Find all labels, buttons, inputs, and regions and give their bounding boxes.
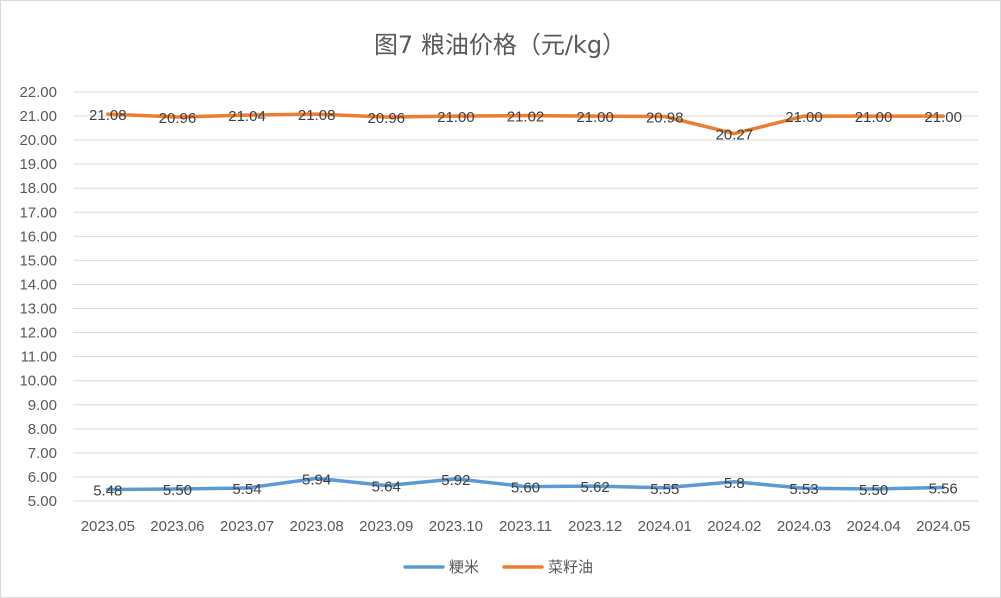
data-label: 5.48 bbox=[93, 482, 122, 499]
y-tick-label: 9.00 bbox=[28, 397, 57, 414]
x-tick-label: 2023.10 bbox=[429, 518, 483, 535]
data-label: 21.08 bbox=[298, 107, 336, 124]
y-tick-label: 19.00 bbox=[19, 156, 57, 173]
y-tick-label: 6.00 bbox=[28, 469, 57, 486]
x-tick-label: 2024.04 bbox=[846, 518, 900, 535]
y-tick-label: 13.00 bbox=[19, 301, 57, 318]
data-label: 5.8 bbox=[724, 475, 745, 492]
y-tick-label: 10.00 bbox=[19, 373, 57, 390]
data-label: 5.64 bbox=[372, 479, 401, 496]
x-tick-label: 2023.05 bbox=[81, 518, 135, 535]
data-label: 21.00 bbox=[855, 109, 893, 126]
x-tick-label: 2023.09 bbox=[359, 518, 413, 535]
x-tick-label: 2023.06 bbox=[150, 518, 204, 535]
series-line-1 bbox=[106, 112, 945, 136]
legend-label: 菜籽油 bbox=[548, 558, 593, 576]
data-label: 21.04 bbox=[228, 108, 266, 125]
data-label: 20.98 bbox=[646, 110, 684, 127]
data-labels: 5.48 5.50 5.54 5.94 5.64 5.92 5.60 5.62 5.55 5.8 5… bbox=[89, 107, 962, 499]
legend-label: 粳米 bbox=[449, 558, 479, 576]
data-label: 21.00 bbox=[924, 109, 962, 126]
data-label: 21.00 bbox=[437, 109, 475, 126]
y-tick-label: 16.00 bbox=[19, 228, 57, 245]
y-tick-label: 17.00 bbox=[19, 204, 57, 221]
x-tick-label: 2024.05 bbox=[916, 518, 970, 535]
data-label: 5.62 bbox=[581, 479, 610, 496]
data-label: 5.56 bbox=[929, 481, 958, 498]
data-label: 20.27 bbox=[716, 127, 754, 144]
data-label: 21.08 bbox=[89, 107, 127, 124]
x-tick-label: 2023.07 bbox=[220, 518, 274, 535]
data-label: 21.00 bbox=[576, 109, 614, 126]
data-label: 5.55 bbox=[650, 481, 679, 498]
y-tick-label: 21.00 bbox=[19, 108, 57, 125]
x-tick-label: 2024.02 bbox=[707, 518, 761, 535]
x-tick-label: 2023.12 bbox=[568, 518, 622, 535]
x-tick-label: 2023.08 bbox=[290, 518, 344, 535]
y-tick-label: 5.00 bbox=[28, 493, 57, 510]
data-label: 5.53 bbox=[789, 481, 818, 498]
data-label: 5.54 bbox=[232, 481, 261, 498]
data-label: 5.94 bbox=[302, 471, 331, 488]
y-tick-label: 15.00 bbox=[19, 252, 57, 269]
series-lines bbox=[106, 112, 945, 492]
gridlines bbox=[73, 91, 978, 502]
data-label: 5.92 bbox=[441, 472, 470, 489]
x-tick-label: 2023.11 bbox=[499, 518, 552, 535]
chart-title: 图7 粮油价格（元/kg） bbox=[374, 31, 626, 59]
x-tick-label: 2024.01 bbox=[638, 518, 692, 535]
y-tick-label: 8.00 bbox=[28, 421, 57, 438]
y-tick-label: 14.00 bbox=[19, 276, 57, 293]
data-label: 20.96 bbox=[159, 110, 197, 127]
y-tick-label: 18.00 bbox=[19, 180, 57, 197]
y-tick-label: 11.00 bbox=[21, 349, 57, 366]
data-label: 21.02 bbox=[507, 109, 545, 126]
legend: 粳米 菜籽油 bbox=[403, 558, 593, 576]
y-axis-ticks: 5.00 6.00 7.00 8.00 9.00 10.00 11.00 12.00 13.00… bbox=[19, 84, 57, 510]
data-label: 21.00 bbox=[785, 109, 823, 126]
series-line-0 bbox=[106, 476, 945, 492]
y-tick-label: 7.00 bbox=[28, 445, 57, 462]
data-label: 5.60 bbox=[511, 480, 540, 497]
data-label: 20.96 bbox=[367, 110, 405, 127]
y-tick-label: 20.00 bbox=[19, 132, 57, 149]
data-label: 5.50 bbox=[859, 482, 888, 499]
y-tick-label: 12.00 bbox=[19, 325, 57, 342]
y-tick-label: 22.00 bbox=[19, 84, 57, 101]
data-label: 5.50 bbox=[163, 482, 192, 499]
x-axis-ticks: 2023.05 2023.06 2023.07 2023.08 2023.09 2023.… bbox=[81, 518, 971, 535]
x-tick-label: 2024.03 bbox=[777, 518, 831, 535]
